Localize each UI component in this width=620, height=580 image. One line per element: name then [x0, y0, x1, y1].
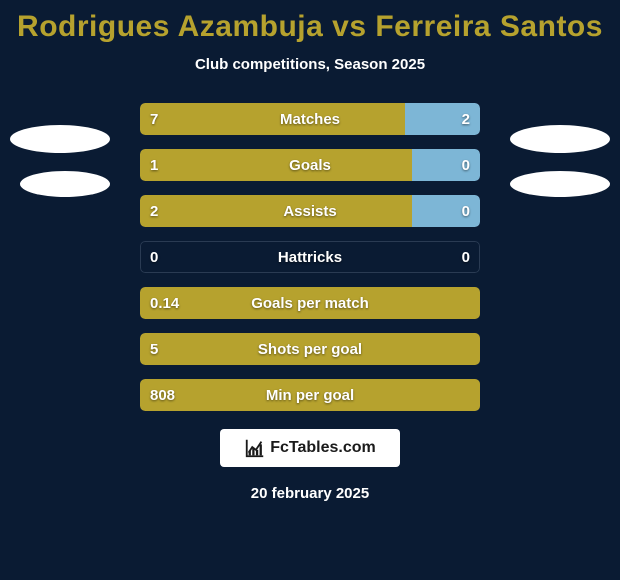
logo-text: FcTables.com [270, 439, 376, 457]
bar-left [140, 195, 412, 227]
stat-value-right: 0 [462, 241, 470, 273]
title: Rodrigues Azambuja vs Ferreira Santos [0, 10, 620, 44]
player2-badge2-icon [510, 171, 610, 197]
stat-value-right: 0 [462, 149, 470, 181]
bar-left [140, 333, 480, 365]
date: 20 february 2025 [0, 485, 620, 502]
fctables-logo: FcTables.com [220, 429, 400, 467]
stat-row: 20Assists [140, 195, 480, 227]
bar-left [140, 149, 412, 181]
stats-area: 72Matches10Goals20Assists00Hattricks0.14… [0, 103, 620, 411]
stat-value-left: 2 [150, 195, 158, 227]
bar-left [140, 103, 405, 135]
stat-value-left: 0 [150, 241, 158, 273]
stat-value-left: 1 [150, 149, 158, 181]
stat-row: 5Shots per goal [140, 333, 480, 365]
stat-row: 00Hattricks [140, 241, 480, 273]
stat-value-left: 0.14 [150, 287, 179, 319]
stat-value-right: 2 [462, 103, 470, 135]
player1-badge2-icon [20, 171, 110, 197]
subtitle: Club competitions, Season 2025 [0, 56, 620, 73]
stat-bars: 72Matches10Goals20Assists00Hattricks0.14… [140, 103, 480, 411]
stat-value-left: 5 [150, 333, 158, 365]
bar-left [140, 287, 480, 319]
stat-row: 808Min per goal [140, 379, 480, 411]
player2-badge-icon [510, 125, 610, 153]
stat-value-left: 7 [150, 103, 158, 135]
chart-icon [244, 437, 266, 459]
stat-row: 10Goals [140, 149, 480, 181]
stat-value-left: 808 [150, 379, 175, 411]
bar-left [140, 379, 480, 411]
stat-row: 72Matches [140, 103, 480, 135]
stat-row: 0.14Goals per match [140, 287, 480, 319]
comparison-infographic: Rodrigues Azambuja vs Ferreira Santos Cl… [0, 0, 620, 580]
stat-value-right: 0 [462, 195, 470, 227]
player1-badge-icon [10, 125, 110, 153]
